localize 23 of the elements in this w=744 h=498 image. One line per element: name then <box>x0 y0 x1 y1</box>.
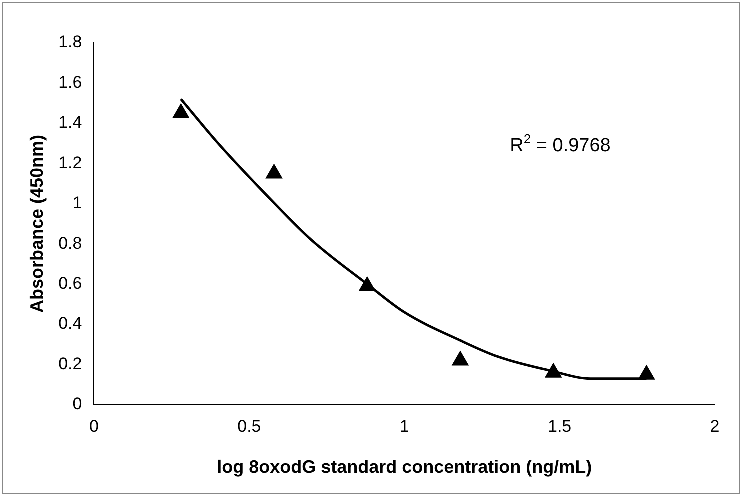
x-tick-label: 2 <box>710 416 720 436</box>
x-axis-title: log 8oxodG standard concentration (ng/mL) <box>217 457 592 478</box>
y-axis-title: Absorbance (450nm) <box>26 134 47 314</box>
point <box>359 276 376 292</box>
point <box>172 104 190 118</box>
y-tick-label: 1.2 <box>58 153 82 172</box>
x-tick-label: 0.5 <box>238 416 262 436</box>
y-tick-label: 1.8 <box>58 32 82 52</box>
point <box>266 164 283 179</box>
y-tick-label: 1.6 <box>58 72 82 92</box>
point <box>638 365 656 380</box>
x-tick-label: 1 <box>400 416 410 436</box>
y-tick-label: 0.6 <box>58 274 82 294</box>
y-tick-label: 1.4 <box>58 113 82 132</box>
point <box>452 351 469 366</box>
y-tick-label: 0.2 <box>58 354 82 374</box>
y-tick-label: 1 <box>72 194 82 213</box>
y-tick-label: 0 <box>72 394 82 414</box>
y-tick-label: 0.4 <box>58 314 82 334</box>
y-tick-label: 0.8 <box>58 234 82 253</box>
x-tick-label: 1.5 <box>548 416 572 436</box>
point <box>545 363 562 378</box>
x-tick-label: 0 <box>90 416 99 436</box>
